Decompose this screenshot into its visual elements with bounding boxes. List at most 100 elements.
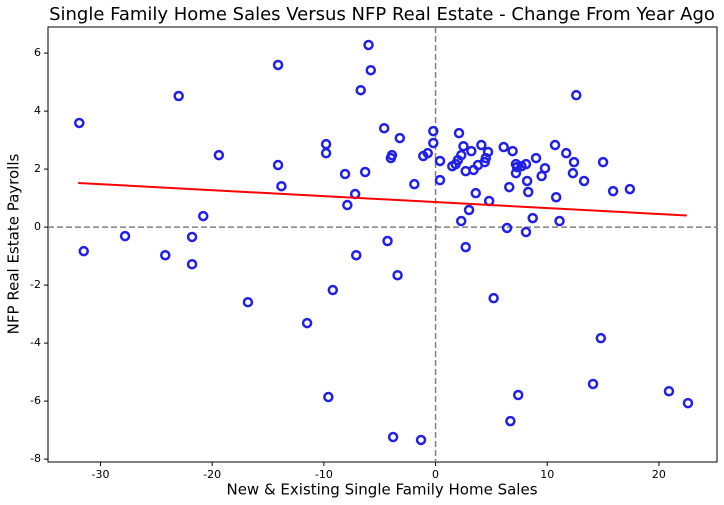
point <box>301 317 313 329</box>
point <box>488 292 499 304</box>
point <box>549 139 561 151</box>
point <box>554 215 565 227</box>
point <box>409 178 420 190</box>
point <box>355 84 366 96</box>
point <box>392 269 403 281</box>
point <box>527 212 538 224</box>
point <box>505 415 516 427</box>
point <box>587 378 599 390</box>
plot-frame <box>47 26 718 463</box>
point <box>463 204 475 216</box>
point <box>530 152 542 164</box>
point <box>560 147 572 159</box>
point <box>242 296 254 308</box>
point <box>387 431 399 443</box>
y-tick-label: 0 <box>34 220 41 233</box>
point <box>507 145 518 157</box>
point <box>455 215 467 227</box>
point <box>197 210 209 222</box>
point <box>476 139 487 151</box>
point <box>173 90 184 102</box>
chart-title: Single Family Home Sales Versus NFP Real… <box>49 4 715 25</box>
point <box>511 161 523 173</box>
point <box>624 183 636 195</box>
point <box>512 389 524 401</box>
point <box>520 158 532 170</box>
point <box>520 226 532 238</box>
point <box>320 138 332 150</box>
point <box>378 122 390 134</box>
point <box>483 195 495 207</box>
point <box>394 132 406 144</box>
x-tick-label: 10 <box>540 468 554 481</box>
y-tick-label: 2 <box>34 162 41 175</box>
point <box>470 187 482 199</box>
point <box>386 149 398 161</box>
point <box>365 64 377 76</box>
point <box>428 125 439 137</box>
point <box>595 332 607 344</box>
point <box>466 145 477 157</box>
point <box>482 146 494 158</box>
point <box>597 156 609 168</box>
y-tick-label: -4 <box>30 336 41 349</box>
point <box>434 174 446 186</box>
point <box>550 191 562 203</box>
point <box>539 162 551 174</box>
point <box>501 222 513 234</box>
point <box>607 185 619 197</box>
point <box>415 434 427 446</box>
point <box>74 117 85 129</box>
point <box>276 180 287 192</box>
point <box>498 141 509 153</box>
point <box>453 127 465 139</box>
x-tick-label: 0 <box>432 468 439 481</box>
y-tick-label: 4 <box>34 104 41 117</box>
point <box>213 149 225 161</box>
point <box>327 284 339 296</box>
point <box>663 385 675 397</box>
point <box>510 167 522 179</box>
x-tick-label: -10 <box>315 468 333 481</box>
point <box>504 181 515 193</box>
point <box>568 156 580 168</box>
point <box>272 159 284 171</box>
point <box>458 140 469 152</box>
point <box>578 175 590 187</box>
point <box>186 231 198 243</box>
point <box>455 149 467 161</box>
point <box>160 249 171 261</box>
point <box>428 137 439 149</box>
x-axis-label: New & Existing Single Family Home Sales <box>226 481 537 499</box>
point <box>571 89 582 101</box>
point <box>272 59 284 71</box>
x-tick-label: 20 <box>652 468 666 481</box>
point <box>523 186 534 198</box>
point <box>567 167 579 179</box>
point <box>521 175 533 187</box>
point <box>78 245 89 257</box>
y-tick-label: -6 <box>30 394 41 407</box>
point <box>363 39 374 51</box>
point <box>682 397 694 409</box>
point <box>119 230 131 242</box>
point <box>351 249 362 261</box>
y-tick-label: -2 <box>30 278 41 291</box>
point <box>460 241 471 253</box>
point <box>342 199 353 211</box>
point <box>434 155 446 167</box>
x-tick-label: -20 <box>203 468 221 481</box>
y-axis-label: NFP Real Estate Payrolls <box>5 154 23 335</box>
point <box>320 147 332 159</box>
x-tick-label: -30 <box>92 468 110 481</box>
y-tick-label: -8 <box>30 452 41 465</box>
y-tick-label: 6 <box>34 46 41 59</box>
trend-line <box>78 182 687 217</box>
point <box>422 147 433 159</box>
point <box>382 235 393 247</box>
point <box>323 391 334 403</box>
point <box>339 168 351 180</box>
point <box>186 258 198 270</box>
point <box>359 166 371 178</box>
